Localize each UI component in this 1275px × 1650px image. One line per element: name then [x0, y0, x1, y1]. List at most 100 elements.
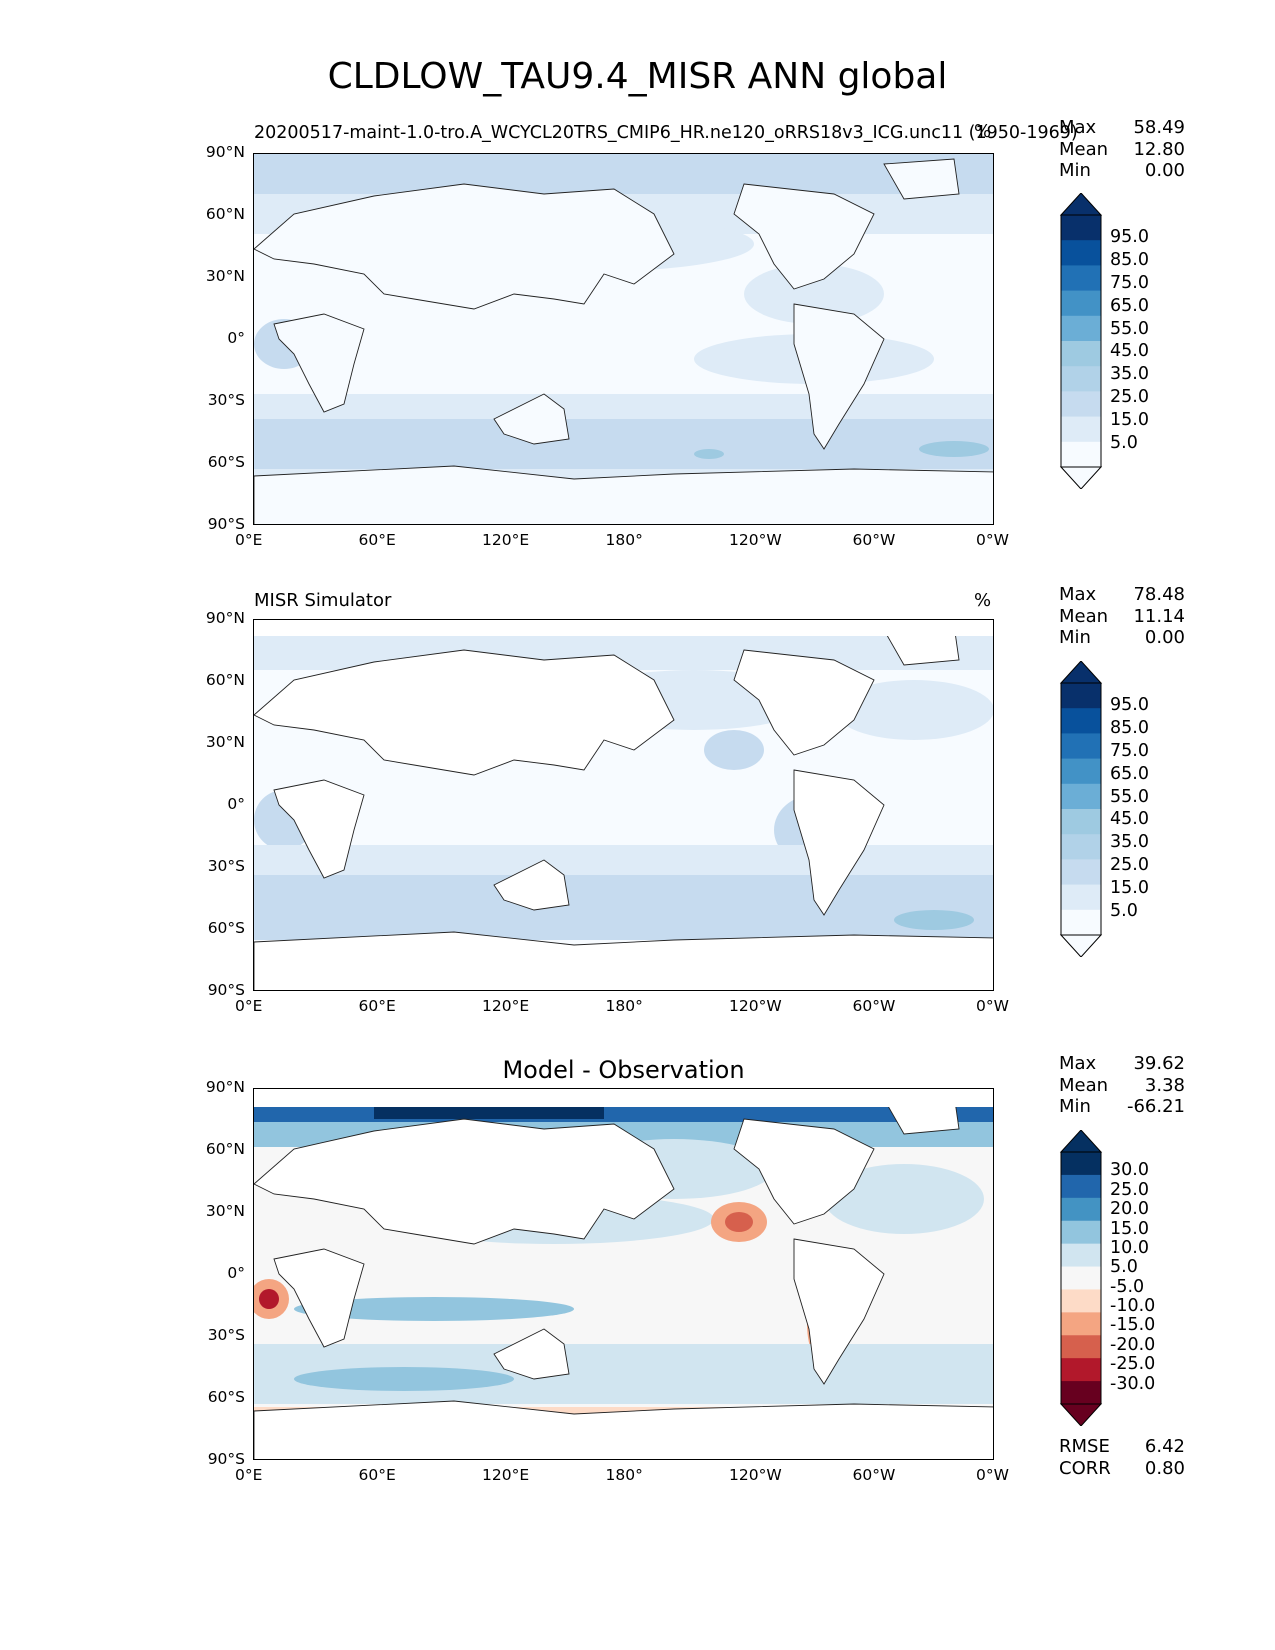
stats-model: Max 58.49 Mean 12.80 Min 0.00: [1059, 117, 1185, 182]
colorbar-swatch: [1061, 909, 1101, 936]
colorbar-swatch: [1061, 783, 1101, 810]
metrics-difference: RMSE 6.42 CORR 0.80: [1059, 1436, 1185, 1479]
y-tick-label: 90°S: [207, 1450, 245, 1468]
colorbar-tick-label: 75.0: [1110, 740, 1149, 761]
x-tick-label: 120°W: [729, 531, 782, 549]
colorbar-extend-top: [1059, 660, 1103, 684]
stat-max-label: Max: [1059, 1053, 1097, 1074]
map-observation: [253, 619, 994, 991]
stat-max-label: Max: [1059, 117, 1097, 138]
x-tick-label: 0°E: [235, 531, 263, 549]
stat-max-value: 58.49: [1133, 117, 1185, 138]
colorbar-tick-label: 10.0: [1110, 1237, 1149, 1258]
colorbar-extend-top: [1059, 1129, 1103, 1153]
x-tick-label: 0°W: [976, 997, 1009, 1015]
colorbar-swatch: [1061, 683, 1101, 709]
stat-min-value: -66.21: [1126, 1096, 1185, 1117]
colorbar-swatch: [1061, 1335, 1101, 1359]
panel-title-difference: Model - Observation: [502, 1056, 745, 1084]
stat-min-label: Min: [1059, 1096, 1091, 1117]
colorbar-tick-label: -10.0: [1110, 1296, 1156, 1317]
panel-units: %: [974, 590, 992, 611]
colorbar-tick-label: 95.0: [1110, 694, 1149, 715]
y-tick-label: 60°S: [207, 1388, 245, 1406]
x-tick-label: 60°E: [358, 997, 396, 1015]
colorbar-swatch: [1061, 290, 1101, 317]
colorbar-swatch: [1061, 1220, 1101, 1245]
colorbar-difference: [1058, 1129, 1104, 1430]
stat-max-value: 39.62: [1133, 1053, 1185, 1074]
colorbar-extend-bottom: [1059, 1403, 1103, 1427]
colorbar-swatch: [1061, 215, 1101, 241]
colorbar-tick-label: 85.0: [1110, 717, 1149, 738]
colorbar-swatch: [1061, 1174, 1101, 1199]
x-tick-label: 60°W: [852, 997, 896, 1015]
y-tick-label: 30°N: [205, 267, 245, 285]
y-tick-label: 90°S: [207, 981, 245, 999]
colorbar-swatch: [1061, 1197, 1101, 1222]
colorbar-tick-label: 55.0: [1110, 786, 1149, 807]
rmse-value: 6.42: [1144, 1436, 1185, 1457]
colorbar-tick-label: 65.0: [1110, 763, 1149, 784]
colorbar-swatch: [1061, 1266, 1101, 1290]
stats-difference: Max 39.62 Mean 3.38 Min -66.21: [1059, 1053, 1185, 1118]
panel-title-model-run: 20200517-maint-1.0-tro.A_WCYCL20TRS_CMIP…: [254, 123, 1078, 143]
colorbar-outline: [1060, 214, 1102, 468]
colorbar-tick-label: 15.0: [1110, 878, 1149, 899]
y-tick-label: 30°S: [207, 391, 245, 409]
stat-min-value: 0.00: [1144, 627, 1185, 648]
y-tick-label: 90°N: [205, 609, 245, 627]
y-tick-label: 30°S: [207, 857, 245, 875]
y-tick-label: 60°N: [205, 671, 245, 689]
stat-mean-label: Mean: [1059, 1074, 1109, 1096]
x-tick-label: 60°W: [852, 1466, 896, 1484]
stat-mean-value: 11.14: [1133, 605, 1185, 627]
colorbar-tick-label: 45.0: [1110, 341, 1149, 362]
colorbar-extend-top: [1059, 192, 1103, 216]
colorbar-swatch: [1061, 733, 1101, 760]
stat-min-value: 0.00: [1144, 160, 1185, 181]
y-tick-label: 60°N: [205, 205, 245, 223]
colorbar-swatch: [1061, 834, 1101, 860]
x-tick-label: 120°W: [729, 997, 782, 1015]
colorbar-tick-label: 20.0: [1110, 1199, 1149, 1220]
colorbar-extend-bottom: [1059, 466, 1103, 490]
y-tick-label: 30°N: [205, 733, 245, 751]
colorbar-tick-label: 35.0: [1110, 832, 1149, 853]
colorbar-swatch: [1061, 441, 1101, 468]
figure-title: CLDLOW_TAU9.4_MISR ANN global: [327, 56, 948, 97]
colorbar-tick-label: 15.0: [1110, 410, 1149, 431]
y-tick-label: 60°N: [205, 1140, 245, 1158]
y-tick-label: 30°S: [207, 1326, 245, 1344]
colorbar-tick-label: 5.0: [1110, 433, 1138, 454]
colorbar-tick-label: -15.0: [1110, 1315, 1156, 1336]
x-tick-label: 0°W: [976, 531, 1009, 549]
colorbar-tick-label: 5.0: [1110, 1257, 1138, 1278]
colorbar-swatch: [1061, 315, 1101, 342]
colorbar-swatch: [1061, 1381, 1101, 1405]
colorbar-swatch: [1061, 391, 1101, 418]
colorbar-tick-label: 55.0: [1110, 318, 1149, 339]
colorbar-swatch: [1061, 1358, 1101, 1382]
colorbar-tick-label: 45.0: [1110, 809, 1149, 830]
colorbar-tick-label: 75.0: [1110, 272, 1149, 293]
colorbar-swatch: [1061, 1312, 1101, 1336]
colorbar-swatch: [1061, 366, 1101, 392]
colorbar-swatch: [1061, 758, 1101, 785]
x-tick-label: 120°W: [729, 1466, 782, 1484]
y-tick-label: 90°N: [205, 143, 245, 161]
stat-mean-label: Mean: [1059, 138, 1109, 160]
x-tick-label: 0°W: [976, 1466, 1009, 1484]
colorbar-tick-label: -30.0: [1110, 1373, 1156, 1394]
x-tick-label: 60°W: [852, 531, 896, 549]
colorbar-tick-label: 30.0: [1110, 1160, 1149, 1181]
colorbar-swatch: [1061, 859, 1101, 886]
x-tick-label: 0°E: [235, 997, 263, 1015]
colorbar-tick-label: 85.0: [1110, 249, 1149, 270]
stat-mean-value: 12.80: [1133, 138, 1185, 160]
colorbar-swatch: [1061, 1289, 1101, 1313]
x-tick-label: 60°E: [358, 531, 396, 549]
colorbar-swatch: [1061, 240, 1101, 266]
y-tick-label: 60°S: [207, 453, 245, 471]
colorbar-swatch: [1061, 884, 1101, 911]
